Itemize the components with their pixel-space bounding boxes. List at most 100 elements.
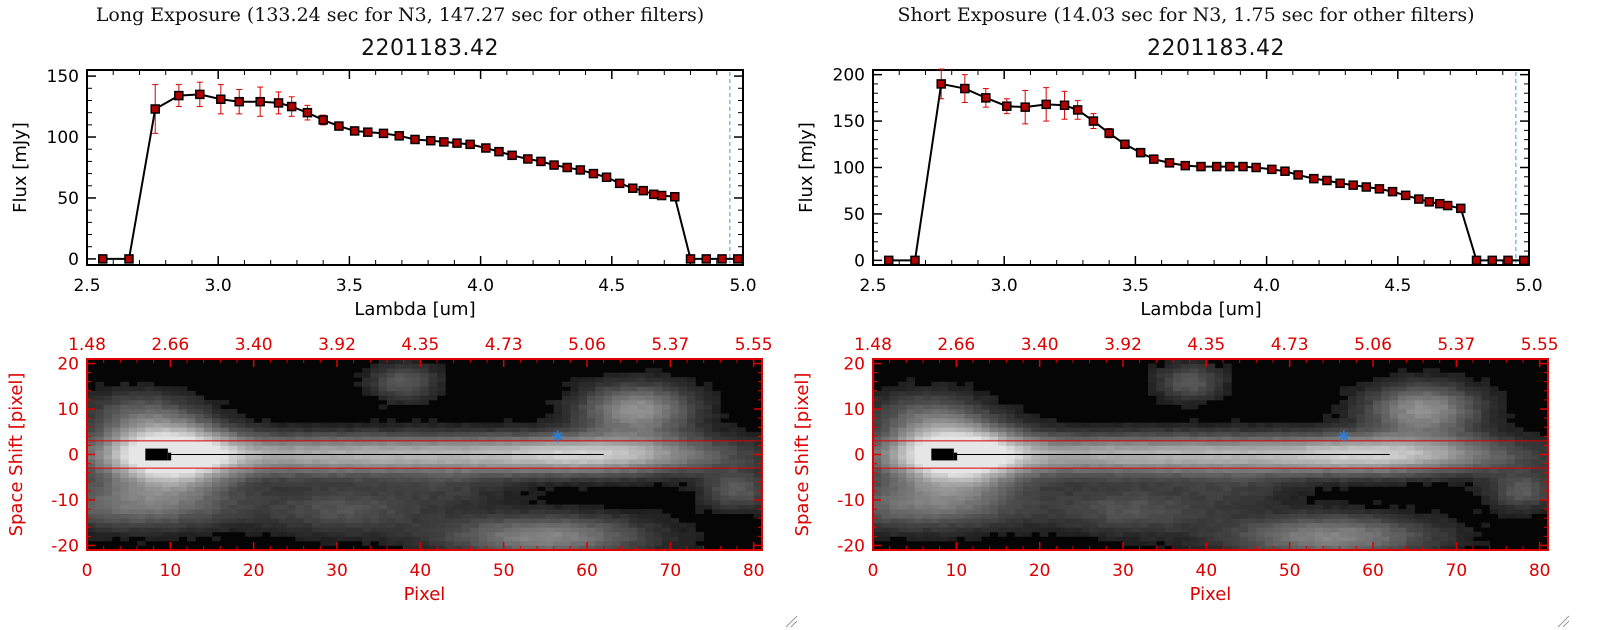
image-pixel bbox=[662, 522, 671, 528]
image-pixel bbox=[662, 463, 671, 469]
image-pixel bbox=[112, 459, 121, 464]
image-pixel bbox=[1023, 445, 1032, 451]
image-pixel bbox=[1223, 545, 1232, 551]
image-pixel bbox=[220, 399, 230, 405]
image-pixel bbox=[595, 381, 605, 387]
image-pixel bbox=[1189, 359, 1199, 364]
image-pixel bbox=[587, 468, 596, 474]
image-pixel bbox=[998, 509, 1007, 515]
image-pixel bbox=[923, 449, 932, 455]
image-pixel bbox=[1131, 486, 1141, 492]
spectrum-line bbox=[888, 82, 1524, 262]
image-pixel bbox=[228, 449, 238, 455]
image-pixel bbox=[1239, 459, 1249, 464]
image-pixel bbox=[378, 513, 388, 519]
image-pixel bbox=[128, 527, 138, 533]
image-pixel bbox=[1148, 536, 1157, 542]
image-pixel bbox=[370, 518, 380, 524]
image-pixel bbox=[1273, 477, 1282, 483]
image-pixel bbox=[137, 499, 146, 505]
image-pixel bbox=[237, 436, 246, 442]
image-pixel bbox=[1364, 440, 1374, 446]
image-pixel bbox=[553, 449, 563, 455]
image-pixel bbox=[1148, 377, 1157, 383]
image-pixel bbox=[914, 413, 924, 419]
image-pixel bbox=[212, 399, 221, 405]
image-pixel bbox=[1314, 499, 1324, 505]
image-pixel bbox=[612, 522, 621, 528]
image-pixel bbox=[923, 513, 932, 519]
image-pixel bbox=[1248, 545, 1257, 551]
image-pixel bbox=[948, 431, 957, 437]
image-pixel bbox=[495, 495, 505, 501]
image-pixel bbox=[1189, 449, 1199, 455]
image-pixel bbox=[931, 381, 941, 387]
image-pixel bbox=[253, 481, 263, 487]
image-pixel bbox=[898, 509, 907, 515]
image-pixel bbox=[570, 436, 580, 442]
image-pixel bbox=[1364, 390, 1374, 396]
image-pixel bbox=[537, 440, 546, 446]
image-pixel bbox=[1173, 545, 1182, 551]
image-pixel bbox=[512, 481, 521, 487]
image-pixel bbox=[1364, 445, 1374, 451]
image-pixel bbox=[428, 477, 438, 483]
image-pixel bbox=[420, 486, 430, 492]
image-pixel bbox=[1214, 518, 1224, 524]
image-pixel bbox=[503, 527, 513, 533]
image-pixel bbox=[112, 449, 121, 455]
image-pixel bbox=[1339, 509, 1349, 515]
image-pixel bbox=[353, 468, 363, 474]
image-pixel bbox=[453, 427, 463, 433]
image-pixel bbox=[1198, 390, 1207, 396]
image-pixel bbox=[1356, 540, 1366, 546]
image-pixel bbox=[312, 445, 321, 451]
image-pixel bbox=[537, 454, 546, 460]
image-pixel bbox=[1331, 540, 1341, 546]
image-pixel bbox=[520, 504, 530, 510]
image-pixel bbox=[653, 368, 663, 374]
image-pixel bbox=[1289, 431, 1299, 437]
image-pixel bbox=[428, 427, 438, 433]
image-pixel bbox=[1014, 449, 1024, 455]
image-pixel bbox=[437, 513, 446, 519]
image-pixel bbox=[906, 377, 916, 383]
image-pixel bbox=[1273, 481, 1282, 487]
image-pixel bbox=[595, 386, 605, 392]
image-pixel bbox=[1156, 440, 1166, 446]
image-pixel bbox=[939, 427, 949, 433]
image-pixel bbox=[612, 513, 621, 519]
image-pixel bbox=[212, 495, 221, 501]
image-pixel bbox=[628, 390, 638, 396]
image-pixel bbox=[881, 386, 891, 392]
image-pixel bbox=[570, 540, 580, 546]
image-pixel bbox=[1356, 445, 1366, 451]
resize-grip-icon[interactable] bbox=[784, 614, 798, 628]
image-pixel bbox=[453, 536, 463, 542]
image-pixel bbox=[1064, 422, 1074, 428]
image-pixel bbox=[387, 531, 396, 537]
image-pixel bbox=[1189, 386, 1199, 392]
image-pixel bbox=[145, 536, 155, 542]
image-pixel bbox=[1089, 481, 1099, 487]
image-pixel bbox=[537, 536, 546, 542]
image-pixel bbox=[662, 436, 671, 442]
image-pixel bbox=[320, 536, 330, 542]
image-pixel bbox=[378, 499, 388, 505]
image-pixel bbox=[998, 477, 1007, 483]
image-pixel bbox=[906, 481, 916, 487]
image-pixel bbox=[112, 522, 121, 528]
image-pixel bbox=[603, 427, 613, 433]
image-pixel bbox=[328, 486, 338, 492]
image-pixel bbox=[278, 518, 288, 524]
image-pixel bbox=[1314, 427, 1324, 433]
image-pixel bbox=[1256, 486, 1266, 492]
image-pixel bbox=[295, 481, 305, 487]
image-pixel bbox=[1056, 427, 1066, 433]
image-pixel bbox=[587, 445, 596, 451]
image-pixel bbox=[378, 527, 388, 533]
image-pixel bbox=[287, 468, 296, 474]
image-pixel bbox=[95, 449, 105, 455]
image-pixel bbox=[262, 481, 271, 487]
image-pixel bbox=[1339, 399, 1349, 405]
